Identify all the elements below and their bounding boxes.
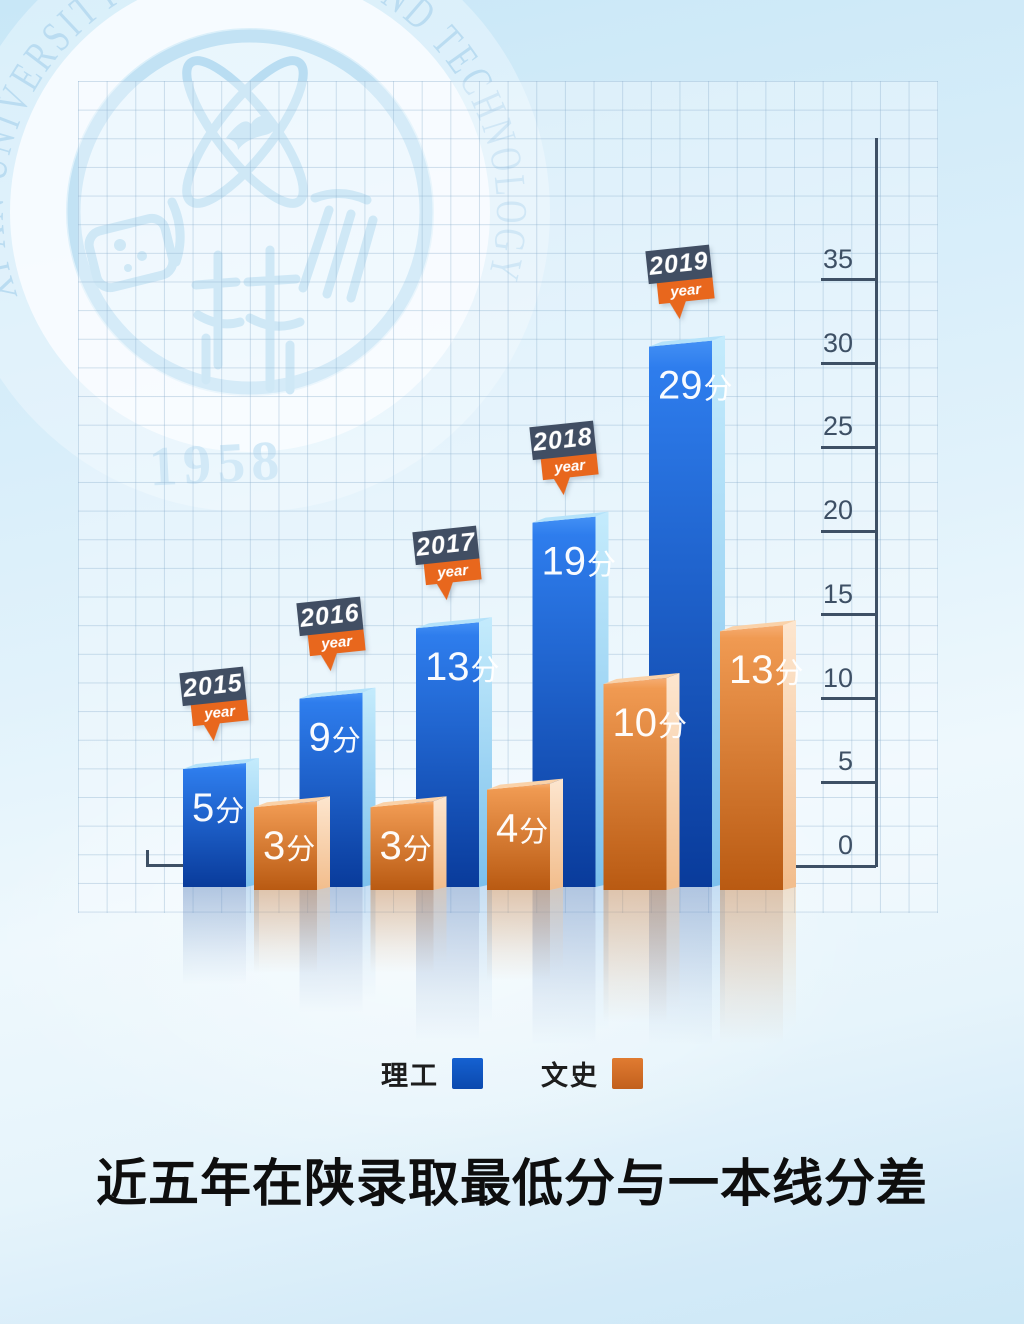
year-tag-2016: 2016 year [295, 596, 366, 672]
bar-humanities-2016 [370, 801, 434, 890]
legend: 理工 文史 [0, 1054, 1024, 1093]
bar-humanities-2016-top [370, 796, 447, 808]
bar-humanities-2019-side [783, 620, 796, 890]
axis-tick [793, 864, 876, 868]
year-tag-pointer [669, 300, 688, 320]
axis-tick [821, 362, 876, 366]
year-tag-2017: 2017 year [412, 525, 482, 602]
year-tag-pointer [553, 476, 572, 496]
axis-tick [821, 697, 876, 701]
bar-science-2015 [183, 763, 246, 887]
year-tag-2018: 2018 year [528, 420, 599, 496]
bar-humanities-2019-reflection [720, 890, 783, 1044]
y-axis-line [875, 138, 878, 867]
bar-science-2015-top [183, 758, 259, 769]
axis-tick-label: 25 [822, 411, 853, 442]
legend-label: 理工 [381, 1061, 439, 1091]
bar-humanities-2017-reflection-side [550, 887, 563, 970]
bar-humanities-2019-top [720, 620, 796, 632]
axis-tick-label: 0 [837, 830, 853, 860]
bar-value-label: 13分 [425, 645, 500, 689]
axis-tick [821, 529, 876, 533]
bar-science-2019-top [649, 335, 725, 347]
bar-humanities-2017-top [487, 778, 563, 790]
legend-item-science: 理工 [381, 1054, 483, 1093]
bar-science-2016-top [299, 687, 376, 699]
baseline-corner-mark [146, 850, 149, 867]
bar-science-2017-top [416, 617, 492, 629]
bar-humanities-2016-reflection [370, 890, 434, 974]
axis-tick [821, 278, 876, 282]
bar-humanities-2018 [603, 678, 667, 890]
humanities-bars [254, 620, 796, 890]
bar-humanities-2018-side [666, 673, 680, 890]
year-tag-pointer [320, 652, 339, 672]
axis-tick-label: 20 [822, 495, 853, 526]
baseline-corner-mark [146, 864, 187, 867]
bar-humanities-2017 [487, 783, 550, 890]
legend-swatch-orange [612, 1058, 643, 1089]
axis-tick-label: 30 [822, 327, 853, 358]
axis-tick-label: 15 [822, 578, 853, 609]
bar-humanities-2018-reflection-side [666, 887, 680, 1009]
legend-swatch-blue [452, 1058, 483, 1089]
year-tag-2019: 2019 year [645, 244, 715, 320]
bar-humanities-2015-reflection [254, 890, 317, 974]
bar-value-label: 19分 [542, 540, 617, 584]
axis-tick [821, 613, 876, 617]
axis-tick-label: 5 [837, 746, 853, 777]
bar-humanities-2015 [254, 801, 317, 890]
legend-item-humanities: 文史 [541, 1054, 643, 1093]
year-tag-2015: 2015 year [179, 666, 249, 742]
legend-label: 文史 [541, 1061, 599, 1091]
bar-humanities-2016-reflection-side [433, 887, 447, 964]
bar-value-label: 29分 [658, 364, 733, 408]
axis-tick [821, 445, 876, 449]
bar-value-label: 10分 [613, 701, 688, 745]
axis-tick-label: 35 [822, 243, 853, 274]
bar-humanities-2015-reflection-side [317, 887, 330, 964]
bar-humanities-2015-top [254, 796, 330, 808]
bar-humanities-2016-side [433, 796, 447, 890]
bar-humanities-2019-reflection-side [783, 887, 796, 1029]
bar-humanities-2019 [720, 625, 783, 890]
bar-humanities-2015-side [317, 796, 330, 890]
chart-title: 近五年在陕录取最低分与一本线分差 [95, 1155, 928, 1212]
bar-humanities-2017-side [550, 778, 563, 890]
bar-humanities-2018-reflection [603, 890, 667, 1023]
axis-tick-label: 10 [822, 662, 853, 693]
bar-humanities-2017-reflection [487, 890, 550, 981]
year-tag-pointer [436, 582, 455, 602]
axis-tick [821, 780, 876, 784]
bar-humanities-2018-top [603, 673, 680, 684]
reflections-layer [183, 884, 796, 1045]
bar-science-2015-reflection [183, 887, 246, 985]
year-tag-pointer [203, 723, 222, 742]
bar-science-2018-top [532, 511, 609, 523]
